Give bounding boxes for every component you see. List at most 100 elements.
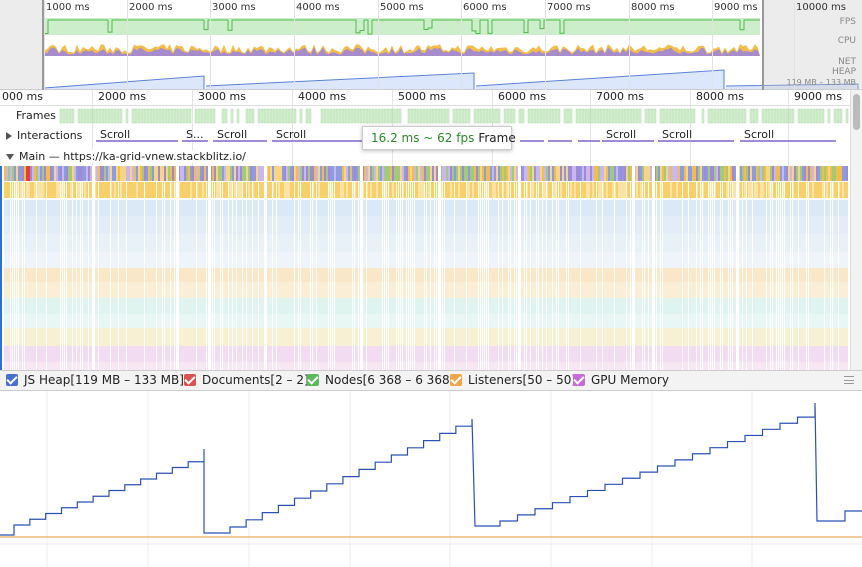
frame-bar xyxy=(197,108,201,124)
task-block xyxy=(820,166,822,181)
frame-bar xyxy=(194,108,198,124)
frame-bar xyxy=(554,108,558,124)
task-block xyxy=(118,166,120,181)
idle-gap xyxy=(312,182,313,370)
legend-nodes[interactable]: Nodes[6 368 – 6 368] xyxy=(307,373,454,389)
frame-bar xyxy=(536,108,540,124)
interactions-track[interactable]: Interactions Scroll S... Scroll Scroll S… xyxy=(0,126,850,146)
function-call-block xyxy=(42,182,44,198)
interaction-segment[interactable] xyxy=(578,128,600,142)
frame-bar xyxy=(290,108,294,124)
checkbox-checked-icon[interactable] xyxy=(184,374,196,386)
main-thread-flame xyxy=(0,166,848,370)
checkbox-checked-icon[interactable] xyxy=(573,374,585,386)
idle-gap xyxy=(264,166,267,370)
frame-bar xyxy=(440,108,444,124)
idle-gap xyxy=(382,182,383,370)
frame-bar xyxy=(593,108,597,124)
task-block xyxy=(768,166,770,181)
js-heap-line xyxy=(0,402,862,536)
task-block xyxy=(578,166,580,181)
legend-documents[interactable]: Documents[2 – 2] xyxy=(184,373,309,389)
checkbox-checked-icon[interactable] xyxy=(6,374,18,386)
function-call-block xyxy=(460,182,462,198)
main-thread-header[interactable]: Main — https://ka-grid-vnew.stackblitz.i… xyxy=(4,150,248,163)
function-call-block xyxy=(834,182,836,198)
legend-gpu-memory[interactable]: GPU Memory xyxy=(573,373,669,389)
legend-label: Listeners[50 – 50] xyxy=(468,373,577,387)
overview-tick-line xyxy=(545,0,546,90)
idle-gap xyxy=(708,182,709,370)
function-call-block xyxy=(102,182,104,198)
drag-handle-icon[interactable] xyxy=(844,376,854,384)
interactions-label: Interactions xyxy=(17,129,83,142)
interaction-segment[interactable]: Scroll xyxy=(272,128,362,142)
interaction-segment[interactable]: Scroll xyxy=(740,128,836,142)
expand-arrow-icon[interactable] xyxy=(6,132,12,140)
function-call-block xyxy=(148,182,150,198)
overview-selection-right-mask[interactable] xyxy=(762,0,862,90)
frame-bar xyxy=(278,108,282,124)
task-block xyxy=(62,166,64,181)
function-call-block xyxy=(418,182,420,198)
task-block xyxy=(44,166,46,181)
idle-gap xyxy=(438,166,441,370)
checkbox-checked-icon[interactable] xyxy=(450,374,462,386)
task-block xyxy=(490,166,492,181)
interaction-segment[interactable]: Scroll xyxy=(658,128,734,142)
collapse-arrow-icon[interactable] xyxy=(6,154,14,160)
function-call-block xyxy=(636,182,638,198)
function-call-block xyxy=(826,182,828,198)
task-block xyxy=(102,166,104,181)
task-block xyxy=(750,166,752,181)
task-block xyxy=(134,166,136,181)
frame-bar xyxy=(140,108,144,124)
frame-bar xyxy=(806,108,810,124)
timeline-overview[interactable]: 1000 ms 2000 ms 3000 ms 4000 ms 5000 ms 6000 … xyxy=(0,0,862,90)
idle-gap xyxy=(222,182,223,370)
task-block xyxy=(324,166,326,181)
checkbox-checked-icon[interactable] xyxy=(307,374,319,386)
function-call-block xyxy=(342,182,344,198)
function-call-block xyxy=(158,182,160,198)
task-block xyxy=(722,166,724,181)
frame-bar xyxy=(605,108,609,124)
interaction-segment[interactable]: Scroll xyxy=(96,128,178,142)
function-call-block xyxy=(432,182,434,198)
function-call-block xyxy=(338,182,340,198)
task-block xyxy=(182,166,184,181)
scrollbar-thumb[interactable] xyxy=(853,94,860,130)
interaction-segment[interactable] xyxy=(548,128,572,142)
interaction-segment[interactable]: Scroll xyxy=(213,128,267,142)
idle-gap xyxy=(630,182,631,370)
task-block xyxy=(602,166,604,181)
main-thread-track[interactable]: Main — https://ka-grid-vnew.stackblitz.i… xyxy=(0,148,850,370)
function-call-block xyxy=(186,182,188,198)
frame-bar xyxy=(707,108,711,124)
overview-selection-left-mask[interactable] xyxy=(0,0,44,90)
function-call-block xyxy=(726,182,728,198)
task-block xyxy=(322,166,324,181)
function-call-block xyxy=(666,182,668,198)
task-block xyxy=(344,166,346,181)
interaction-segment[interactable]: Scroll xyxy=(602,128,654,142)
frames-track[interactable]: Frames xyxy=(0,106,850,126)
task-block xyxy=(160,166,162,181)
task-block xyxy=(410,166,412,181)
task-block xyxy=(214,166,216,181)
frame-bar xyxy=(590,108,594,124)
task-block xyxy=(594,166,596,181)
legend-js-heap[interactable]: JS Heap[119 MB – 133 MB] xyxy=(6,373,184,389)
interaction-segment[interactable]: S... xyxy=(182,128,208,142)
function-call-block xyxy=(154,182,156,198)
legend-listeners[interactable]: Listeners[50 – 50] xyxy=(450,373,576,389)
task-block xyxy=(298,166,300,181)
interaction-segment[interactable] xyxy=(520,128,544,142)
task-block xyxy=(752,166,754,181)
task-block xyxy=(846,166,848,181)
task-block xyxy=(18,166,20,181)
frame-bar xyxy=(650,108,654,124)
net-label: NET xyxy=(838,57,856,67)
tracks-scrollbar[interactable] xyxy=(850,90,862,372)
interactions-header[interactable]: Interactions xyxy=(4,129,85,142)
